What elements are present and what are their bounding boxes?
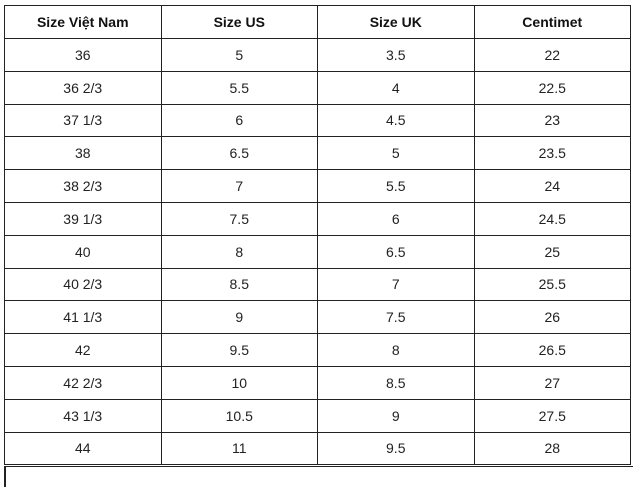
table-cell: 7: [317, 267, 475, 302]
table-cell: 3.5: [317, 38, 475, 72]
table-cell: 7.5: [160, 201, 318, 236]
column-header: Centimet: [473, 5, 631, 39]
table-cell: 10.5: [160, 398, 318, 433]
table-cell: 25.5: [473, 267, 631, 302]
table-cell: 42 2/3: [4, 365, 162, 400]
table-row: 42 2/3 10 8.5 27: [4, 365, 631, 400]
table-cell: 4: [317, 70, 475, 105]
table-cell: 24: [473, 169, 631, 203]
table-row: 39 1/3 7.5 6 24.5: [4, 201, 631, 236]
table-cell: 10: [160, 365, 318, 400]
table-cell: 5: [160, 38, 318, 72]
table-cell: 9.5: [317, 431, 475, 466]
table-cell: 5.5: [160, 70, 318, 105]
table-cell: 40: [4, 234, 162, 269]
table-cell: 44: [4, 431, 162, 466]
table-cell: 38: [4, 136, 162, 171]
table-cell: 6: [317, 201, 475, 236]
next-table-edge: [4, 466, 633, 487]
table-row: 43 1/3 10.5 9 27.5: [4, 398, 631, 433]
table-cell: 8: [317, 333, 475, 367]
table-row: 40 8 6.5 25: [4, 234, 631, 269]
table-cell: 27: [473, 365, 631, 400]
table-cell: 40 2/3: [4, 267, 162, 302]
table-cell: 4.5: [317, 103, 475, 138]
table-cell: 6.5: [317, 234, 475, 269]
table-cell: 7: [160, 169, 318, 203]
table-cell: 27.5: [473, 398, 631, 433]
table-cell: 9.5: [160, 333, 318, 367]
table-row: 38 6.5 5 23.5: [4, 136, 631, 171]
table-cell: 9: [160, 300, 318, 335]
table-cell: 7.5: [317, 300, 475, 335]
table-cell: 39 1/3: [4, 201, 162, 236]
table-cell: 6.5: [160, 136, 318, 171]
table-cell: 24.5: [473, 201, 631, 236]
table-cell: 23.5: [473, 136, 631, 171]
table-cell: 5.5: [317, 169, 475, 203]
table-cell: 36 2/3: [4, 70, 162, 105]
table-row: 36 2/3 5.5 4 22.5: [4, 70, 631, 105]
table-cell: 38 2/3: [4, 169, 162, 203]
table-cell: 41 1/3: [4, 300, 162, 335]
table-cell: 22.5: [473, 70, 631, 105]
table-cell: 25: [473, 234, 631, 269]
table-cell: 6: [160, 103, 318, 138]
table-cell: 43 1/3: [4, 398, 162, 433]
table-cell: 28: [473, 431, 631, 466]
header-row: Size Việt Nam Size US Size UK Centimet: [4, 5, 631, 39]
column-header: Size Việt Nam: [4, 5, 162, 39]
table-cell: 23: [473, 103, 631, 138]
table-row: 38 2/3 7 5.5 24: [4, 169, 631, 203]
table-cell: 8.5: [317, 365, 475, 400]
table-row: 36 5 3.5 22: [4, 38, 631, 72]
table-cell: 36: [4, 38, 162, 72]
table-cell: 26.5: [473, 333, 631, 367]
table-cell: 11: [160, 431, 318, 466]
table-cell: 8.5: [160, 267, 318, 302]
table-row: 41 1/3 9 7.5 26: [4, 300, 631, 335]
table-row: 44 11 9.5 28: [4, 431, 631, 466]
size-conversion-table: Size Việt Nam Size US Size UK Centimet 36 5 3…: [4, 5, 631, 466]
table-row: 40 2/3 8.5 7 25.5: [4, 267, 631, 302]
table-cell: 37 1/3: [4, 103, 162, 138]
table-cell: 22: [473, 38, 631, 72]
table-cell: 26: [473, 300, 631, 335]
column-header: Size US: [160, 5, 318, 39]
table-cell: 8: [160, 234, 318, 269]
table-cell: 9: [317, 398, 475, 433]
column-header: Size UK: [317, 5, 475, 39]
table-row: 42 9.5 8 26.5: [4, 333, 631, 367]
table-cell: 42: [4, 333, 162, 367]
table-cell: 5: [317, 136, 475, 171]
table-row: 37 1/3 6 4.5 23: [4, 103, 631, 138]
